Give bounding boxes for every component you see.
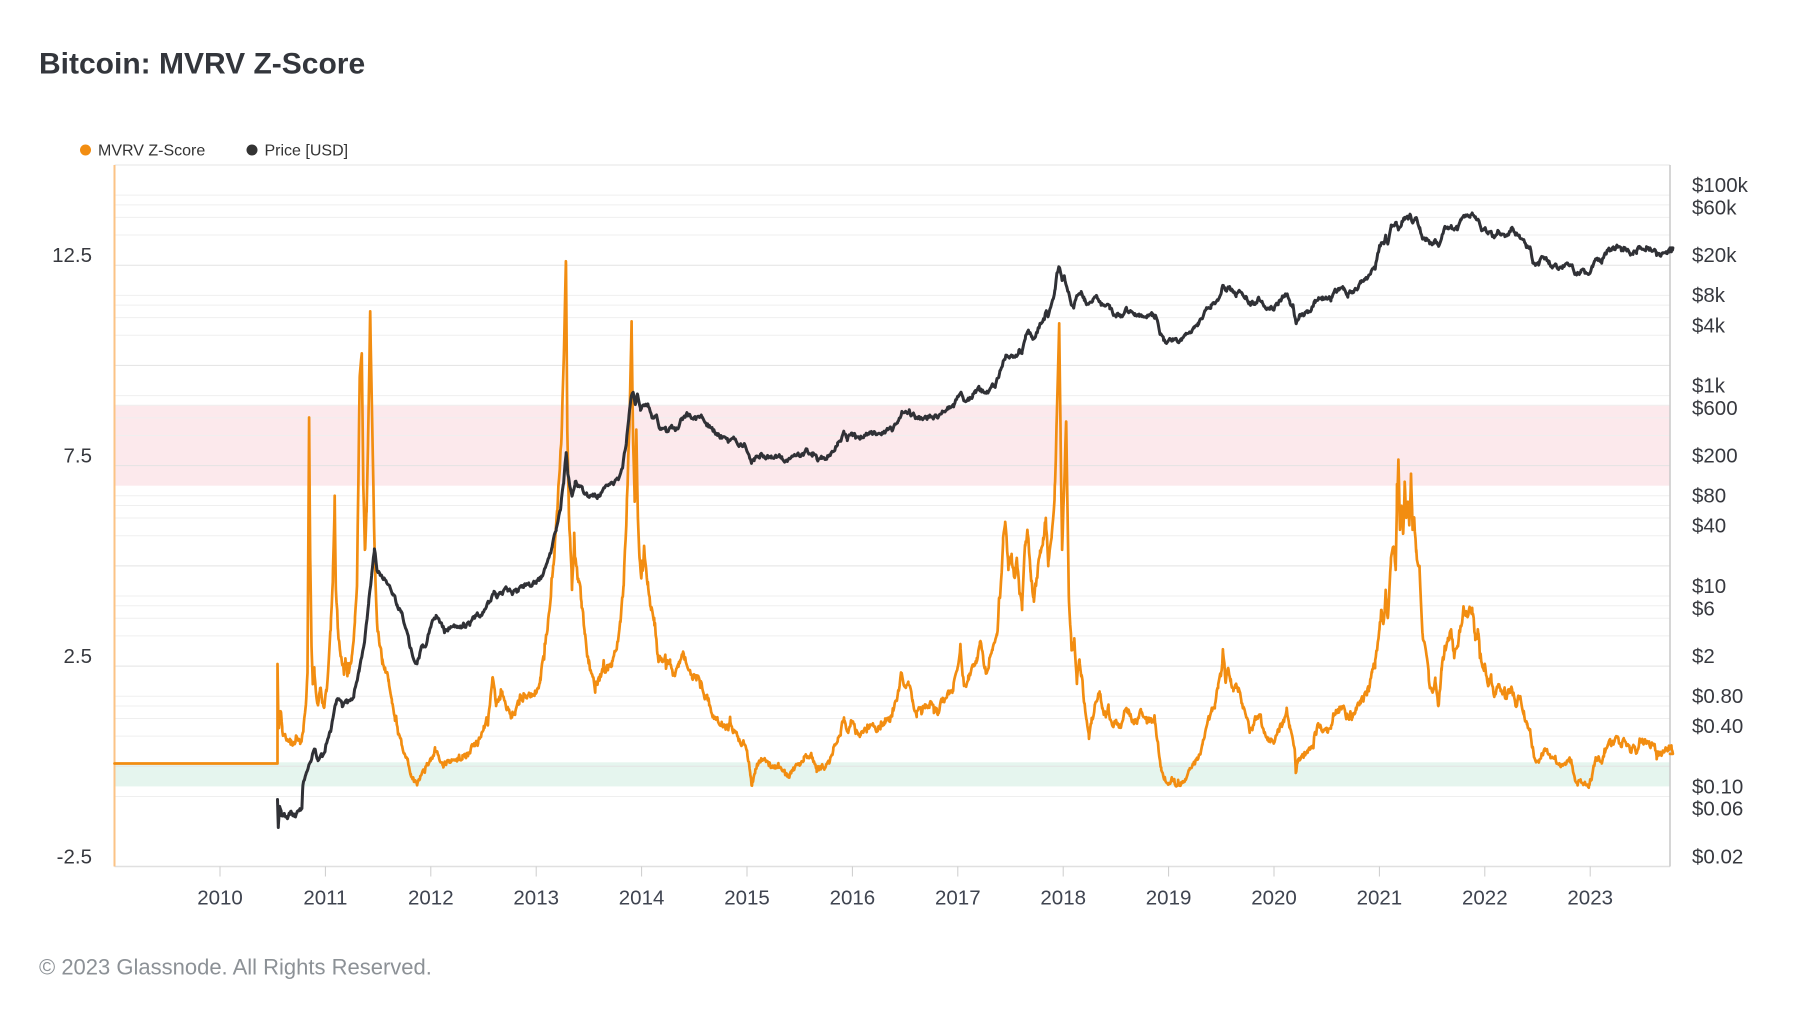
svg-text:2015: 2015 [724, 887, 770, 910]
svg-text:$2: $2 [1692, 645, 1715, 668]
svg-text:2022: 2022 [1462, 887, 1508, 910]
svg-text:2020: 2020 [1251, 887, 1297, 910]
svg-text:$0.06: $0.06 [1692, 798, 1743, 821]
svg-text:$600: $600 [1692, 397, 1738, 420]
svg-text:2014: 2014 [619, 887, 665, 910]
svg-text:2.5: 2.5 [64, 645, 93, 668]
svg-text:2010: 2010 [197, 887, 243, 910]
svg-text:12.5: 12.5 [52, 244, 92, 267]
svg-text:-2.5: -2.5 [57, 846, 92, 869]
svg-text:2011: 2011 [303, 887, 347, 910]
svg-text:$100k: $100k [1692, 174, 1749, 197]
svg-text:$4k: $4k [1692, 314, 1726, 337]
svg-text:$60k: $60k [1692, 196, 1737, 219]
svg-text:© 2023 Glassnode. All Rights R: © 2023 Glassnode. All Rights Reserved. [39, 955, 432, 980]
svg-text:$0.80: $0.80 [1692, 685, 1743, 708]
svg-text:MVRV Z-Score: MVRV Z-Score [98, 143, 205, 160]
svg-text:$0.10: $0.10 [1692, 776, 1743, 799]
svg-text:$10: $10 [1692, 575, 1726, 598]
svg-text:$0.40: $0.40 [1692, 715, 1743, 738]
svg-text:2016: 2016 [830, 887, 876, 910]
svg-text:Price [USD]: Price [USD] [265, 143, 349, 160]
svg-text:2013: 2013 [513, 887, 559, 910]
svg-text:2019: 2019 [1146, 887, 1192, 910]
svg-text:$80: $80 [1692, 485, 1726, 508]
svg-text:$0.02: $0.02 [1692, 846, 1743, 869]
svg-text:$8k: $8k [1692, 284, 1726, 307]
svg-text:7.5: 7.5 [64, 445, 93, 468]
svg-text:Bitcoin: MVRV Z-Score: Bitcoin: MVRV Z-Score [39, 48, 365, 81]
svg-text:2017: 2017 [935, 887, 981, 910]
svg-text:$200: $200 [1692, 445, 1738, 468]
svg-text:2023: 2023 [1567, 887, 1613, 910]
svg-text:$20k: $20k [1692, 244, 1737, 267]
svg-text:$40: $40 [1692, 515, 1726, 538]
svg-text:2012: 2012 [408, 887, 454, 910]
svg-text:2021: 2021 [1357, 887, 1403, 910]
svg-text:$1k: $1k [1692, 375, 1726, 398]
svg-text:2018: 2018 [1040, 887, 1086, 910]
svg-text:$6: $6 [1692, 597, 1715, 620]
